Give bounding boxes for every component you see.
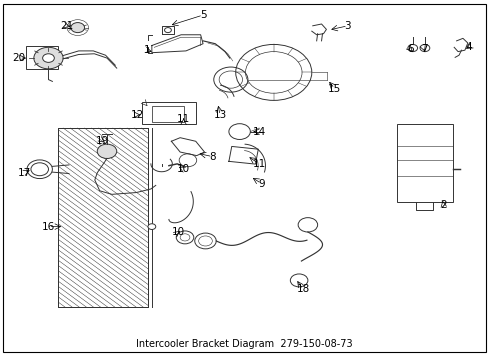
Bar bbox=[58, 128, 148, 307]
Text: 16: 16 bbox=[42, 222, 55, 231]
Text: 21: 21 bbox=[60, 21, 73, 31]
Text: Intercooler Bracket Diagram  279-150-08-73: Intercooler Bracket Diagram 279-150-08-7… bbox=[136, 339, 352, 349]
Bar bbox=[152, 106, 183, 122]
Text: 2: 2 bbox=[439, 200, 446, 210]
Text: 6: 6 bbox=[406, 44, 413, 54]
Text: 12: 12 bbox=[130, 110, 143, 120]
Text: 10: 10 bbox=[172, 227, 185, 237]
Text: 11: 11 bbox=[252, 159, 265, 169]
Text: 5: 5 bbox=[199, 10, 206, 20]
Text: 8: 8 bbox=[209, 152, 216, 162]
Text: 13: 13 bbox=[213, 111, 226, 121]
Text: 1: 1 bbox=[143, 45, 150, 55]
Text: 15: 15 bbox=[327, 84, 341, 94]
Circle shape bbox=[71, 23, 84, 33]
Text: 14: 14 bbox=[252, 127, 265, 136]
Text: 17: 17 bbox=[18, 168, 31, 178]
Text: 4: 4 bbox=[465, 42, 471, 52]
Bar bbox=[26, 45, 58, 69]
Circle shape bbox=[148, 224, 156, 229]
Text: 11: 11 bbox=[177, 114, 190, 124]
Circle shape bbox=[97, 144, 117, 158]
Circle shape bbox=[34, 47, 63, 69]
Text: 18: 18 bbox=[296, 284, 309, 294]
Text: 3: 3 bbox=[344, 21, 350, 31]
Text: 10: 10 bbox=[177, 164, 190, 174]
Text: 7: 7 bbox=[420, 44, 427, 54]
Bar bbox=[396, 125, 452, 202]
Text: 19: 19 bbox=[95, 136, 108, 145]
Bar bbox=[58, 128, 148, 307]
Bar bbox=[142, 102, 195, 125]
Text: 9: 9 bbox=[258, 179, 264, 189]
Circle shape bbox=[42, 54, 54, 62]
Text: 20: 20 bbox=[13, 53, 26, 63]
